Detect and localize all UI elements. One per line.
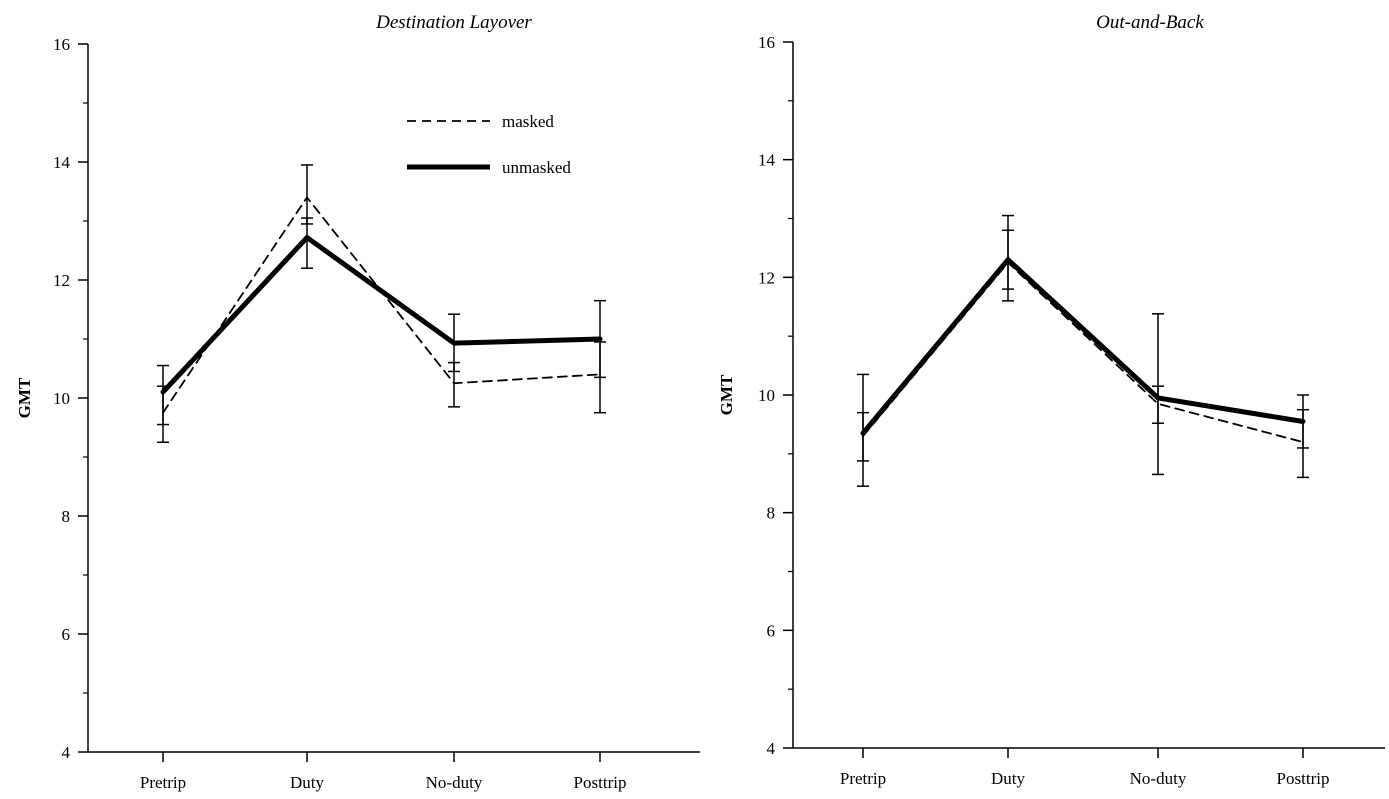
series-line-unmasked [160, 235, 603, 395]
legend-label-masked: masked [502, 112, 554, 131]
y-tick-label: 14 [53, 153, 71, 172]
x-tick-label: No-duty [426, 773, 483, 792]
x-tick-label: Posttrip [574, 773, 627, 792]
y-axis-label: GMT [717, 374, 736, 415]
y-tick-label: 6 [767, 621, 776, 640]
y-tick-label: 8 [62, 507, 71, 526]
y-tick-label: 16 [53, 35, 70, 54]
x-tick-label: Duty [290, 773, 325, 792]
y-tick-label: 16 [758, 33, 775, 52]
series-line-masked [162, 196, 601, 414]
series-line-unmasked [860, 257, 1306, 436]
y-tick-label: 12 [758, 268, 775, 287]
y-tick-label: 10 [53, 389, 70, 408]
y-tick-label: 12 [53, 271, 70, 290]
y-tick-label: 10 [758, 386, 775, 405]
x-tick-label: Pretrip [140, 773, 186, 792]
y-tick-label: 6 [62, 625, 71, 644]
x-tick-label: Pretrip [840, 769, 886, 788]
legend-label-unmasked: unmasked [502, 158, 571, 177]
chart-title: Destination Layover [375, 12, 532, 33]
y-tick-label: 8 [767, 504, 776, 523]
y-axis-label: GMT [15, 377, 34, 418]
x-tick-label: Posttrip [1277, 769, 1330, 788]
x-tick-label: No-duty [1130, 769, 1187, 788]
y-tick-label: 4 [767, 739, 776, 758]
chart-title: Out-and-Back [1096, 12, 1204, 33]
y-tick-label: 14 [758, 151, 776, 170]
y-tick-label: 4 [62, 743, 71, 762]
x-tick-label: Duty [991, 769, 1026, 788]
